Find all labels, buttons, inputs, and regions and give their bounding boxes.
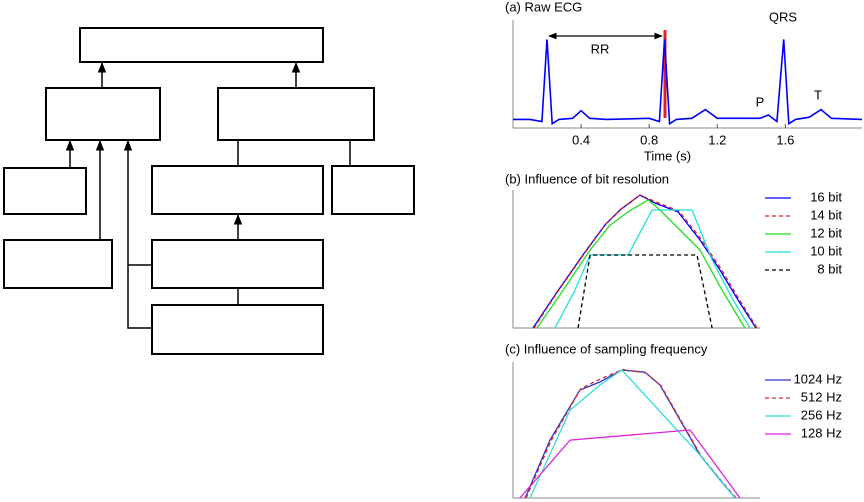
legend-label: 16 bit	[810, 189, 842, 204]
series-line	[577, 254, 713, 329]
series-line	[533, 194, 758, 329]
box	[3, 167, 87, 215]
box	[79, 27, 324, 63]
annotation: T	[814, 87, 822, 102]
series-line	[536, 199, 746, 329]
x-tick-label: 0.4	[572, 132, 590, 147]
annotation: QRS	[769, 9, 798, 24]
annotation: RR	[591, 41, 610, 56]
chart-title: (c) Influence of sampling frequency	[505, 341, 708, 356]
legend-label: 256 Hz	[801, 407, 842, 422]
legend-label: 8 bit	[817, 261, 842, 276]
x-axis-label: Time (s)	[644, 148, 691, 163]
legend-label: 10 bit	[810, 243, 842, 258]
series-line	[524, 369, 736, 499]
ecg-line	[513, 39, 863, 126]
legend-label: 1024 Hz	[794, 371, 842, 386]
box	[151, 304, 324, 355]
legend-label: 12 bit	[810, 225, 842, 240]
chart-title: (b) Influence of bit resolution	[505, 171, 669, 186]
box	[151, 239, 324, 289]
box	[217, 87, 375, 141]
legend-label: 14 bit	[810, 207, 842, 222]
x-tick-label: 1.6	[776, 132, 794, 147]
series-line	[519, 429, 741, 499]
series-line	[529, 369, 736, 499]
series-line	[554, 209, 751, 329]
arrow	[123, 139, 152, 329]
legend-label: 512 Hz	[801, 389, 842, 404]
legend-label: 128 Hz	[801, 425, 842, 440]
box	[45, 87, 161, 141]
series-line	[532, 194, 757, 329]
x-tick-label: 0.8	[640, 132, 658, 147]
chart-title: (a) Raw ECG	[505, 0, 582, 14]
block-diagram	[3, 27, 415, 355]
box	[3, 239, 113, 289]
box	[331, 165, 415, 215]
x-tick-label: 1.2	[708, 132, 726, 147]
box	[151, 165, 324, 215]
series-line	[525, 368, 737, 499]
annotation: P	[756, 94, 765, 109]
